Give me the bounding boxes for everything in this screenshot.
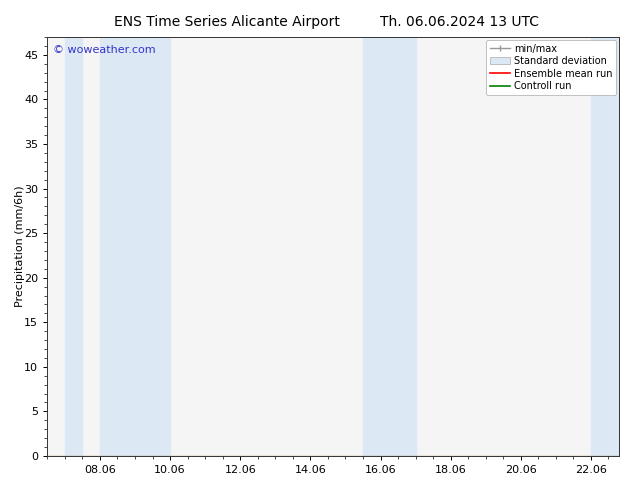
Bar (591, 37, 619, 456)
Text: Th. 06.06.2024 13 UTC: Th. 06.06.2024 13 UTC (380, 15, 540, 29)
Y-axis label: Precipitation (mm/6h): Precipitation (mm/6h) (15, 186, 25, 307)
Legend: min/max, Standard deviation, Ensemble mean run, Controll run: min/max, Standard deviation, Ensemble me… (486, 40, 616, 95)
Text: © woweather.com: © woweather.com (53, 46, 156, 55)
Bar (363, 37, 380, 456)
Bar (100, 37, 170, 456)
Text: ENS Time Series Alicante Airport: ENS Time Series Alicante Airport (114, 15, 340, 29)
Bar (65, 37, 82, 456)
Bar (380, 37, 415, 456)
